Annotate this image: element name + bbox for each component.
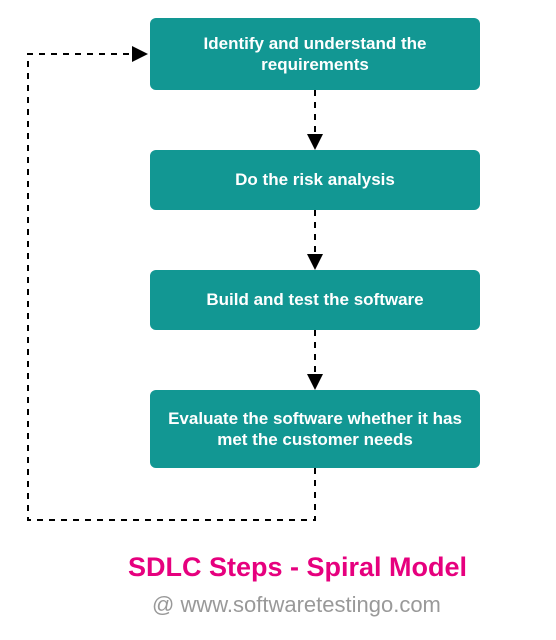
diagram-title: SDLC Steps - Spiral Model (128, 552, 467, 583)
diagram-subtitle: @ www.softwaretestingo.com (152, 592, 441, 618)
flow-step-n2: Do the risk analysis (150, 150, 480, 210)
diagram-canvas: Identify and understand the requirements… (0, 0, 556, 640)
flow-step-n3: Build and test the software (150, 270, 480, 330)
flow-step-n4: Evaluate the software whether it has met… (150, 390, 480, 468)
flow-step-n1: Identify and understand the requirements (150, 18, 480, 90)
